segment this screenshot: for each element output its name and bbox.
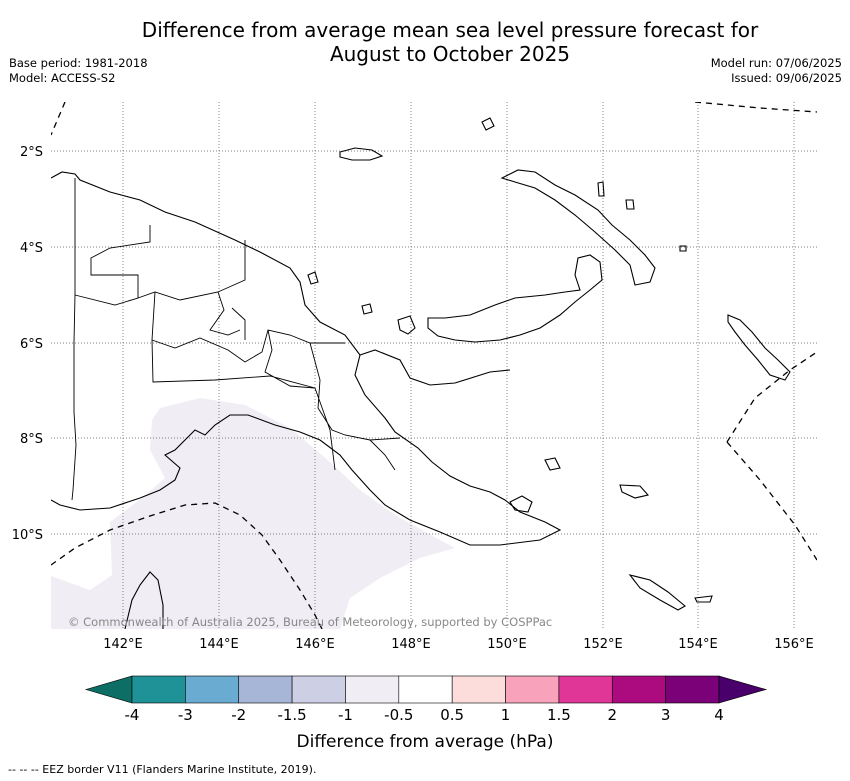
coastlines [51, 117, 791, 629]
meta-right: Model run: 07/06/2025 Issued: 09/06/2025 [711, 56, 842, 86]
colorbar-extend-high [718, 675, 768, 704]
colorbar-box [131, 675, 186, 704]
colorbar-box [345, 675, 400, 704]
longitude-labels: 142°E 144°E 146°E 148°E 150°E 152°E 154°… [103, 637, 814, 652]
lat-label: 8°S [20, 432, 43, 447]
colorbar: -4 -3 -2 -1.5 -1 -0.5 0.5 1 1.5 2 3 4 [84, 675, 768, 724]
meta-left: Base period: 1981-2018 Model: ACCESS-S2 [9, 56, 148, 86]
colorbar-tick-label: 3 [661, 706, 671, 724]
latitude-labels: 2°S 4°S 6°S 8°S 10°S [12, 145, 43, 543]
base-period-text: Base period: 1981-2018 [9, 56, 148, 70]
eez-southeast [726, 441, 817, 561]
new-ireland-coastline [500, 169, 656, 286]
huon-coast [359, 349, 511, 386]
colorbar-box [451, 675, 506, 704]
province-lines [74, 225, 401, 471]
eez-west [51, 102, 66, 136]
colorbar-box [558, 675, 613, 704]
lat-label: 10°S [12, 528, 43, 543]
lon-label: 156°E [774, 637, 814, 652]
pressure-anomaly-shading [51, 398, 455, 629]
eez-borders [51, 102, 817, 629]
lon-label: 148°E [391, 637, 431, 652]
new-guinea-coastline [51, 171, 562, 546]
lon-label: 144°E [199, 637, 239, 652]
colorbar-box [665, 675, 720, 704]
colorbar-box [398, 675, 453, 704]
colorbar-box [505, 675, 560, 704]
colorbar-tick-label: 2 [607, 706, 617, 724]
lon-label: 150°E [487, 637, 527, 652]
colorbar-tick-label: -2 [231, 706, 246, 724]
issued-text: Issued: 09/06/2025 [731, 71, 842, 85]
gridlines [51, 102, 817, 629]
eez-east [726, 351, 817, 443]
lon-label: 142°E [103, 637, 143, 652]
lon-label: 146°E [295, 637, 335, 652]
lon-label: 152°E [583, 637, 623, 652]
eez-south [51, 502, 323, 629]
dentrecasteaux-islands [509, 457, 650, 513]
manus-island [339, 147, 384, 161]
model-text: Model: ACCESS-S2 [9, 71, 116, 85]
eez-northeast [694, 102, 817, 113]
colorbar-tick-label: -0.5 [384, 706, 413, 724]
colorbar-box [238, 675, 293, 704]
anomaly-shaded-area [51, 398, 455, 629]
colorbar-tick-label: -3 [178, 706, 193, 724]
copyright-notice: © Commonwealth of Australia 2025, Bureau… [68, 615, 552, 629]
cape-york-coast [124, 571, 164, 629]
colorbar-tick-label: 1 [501, 706, 511, 724]
lat-label: 2°S [20, 145, 43, 160]
title-line-1: Difference from average mean sea level p… [141, 18, 759, 42]
eez-footnote: -- -- -- EEZ border V11 (Flanders Marine… [8, 763, 317, 776]
lat-label: 6°S [20, 337, 43, 352]
colorbar-tick-label: -1 [338, 706, 353, 724]
colorbar-title: Difference from average (hPa) [297, 732, 554, 752]
chart-title: Difference from average mean sea level p… [100, 18, 800, 66]
lat-label: 4°S [20, 241, 43, 256]
colorbar-box [185, 675, 240, 704]
colorbar-tick-label: -1.5 [277, 706, 306, 724]
colorbar-tick-label: 4 [714, 706, 724, 724]
model-run-text: Model run: 07/06/2025 [710, 56, 842, 70]
colorbar-tick-label: 0.5 [440, 706, 464, 724]
colorbar-box [291, 675, 346, 704]
small-islands [307, 117, 687, 335]
new-britain-coastline [427, 254, 603, 343]
lon-label: 154°E [678, 637, 718, 652]
title-line-2: August to October 2025 [329, 42, 571, 66]
bougainville-coastline [727, 314, 791, 381]
colorbar-box [611, 675, 666, 704]
png-indonesia-border [71, 178, 77, 501]
colorbar-tick-label: -4 [125, 706, 140, 724]
colorbar-extend-low [84, 675, 133, 704]
louisiade-islands [628, 574, 713, 611]
province-borders [71, 178, 401, 501]
colorbar-tick-label: 1.5 [547, 706, 571, 724]
